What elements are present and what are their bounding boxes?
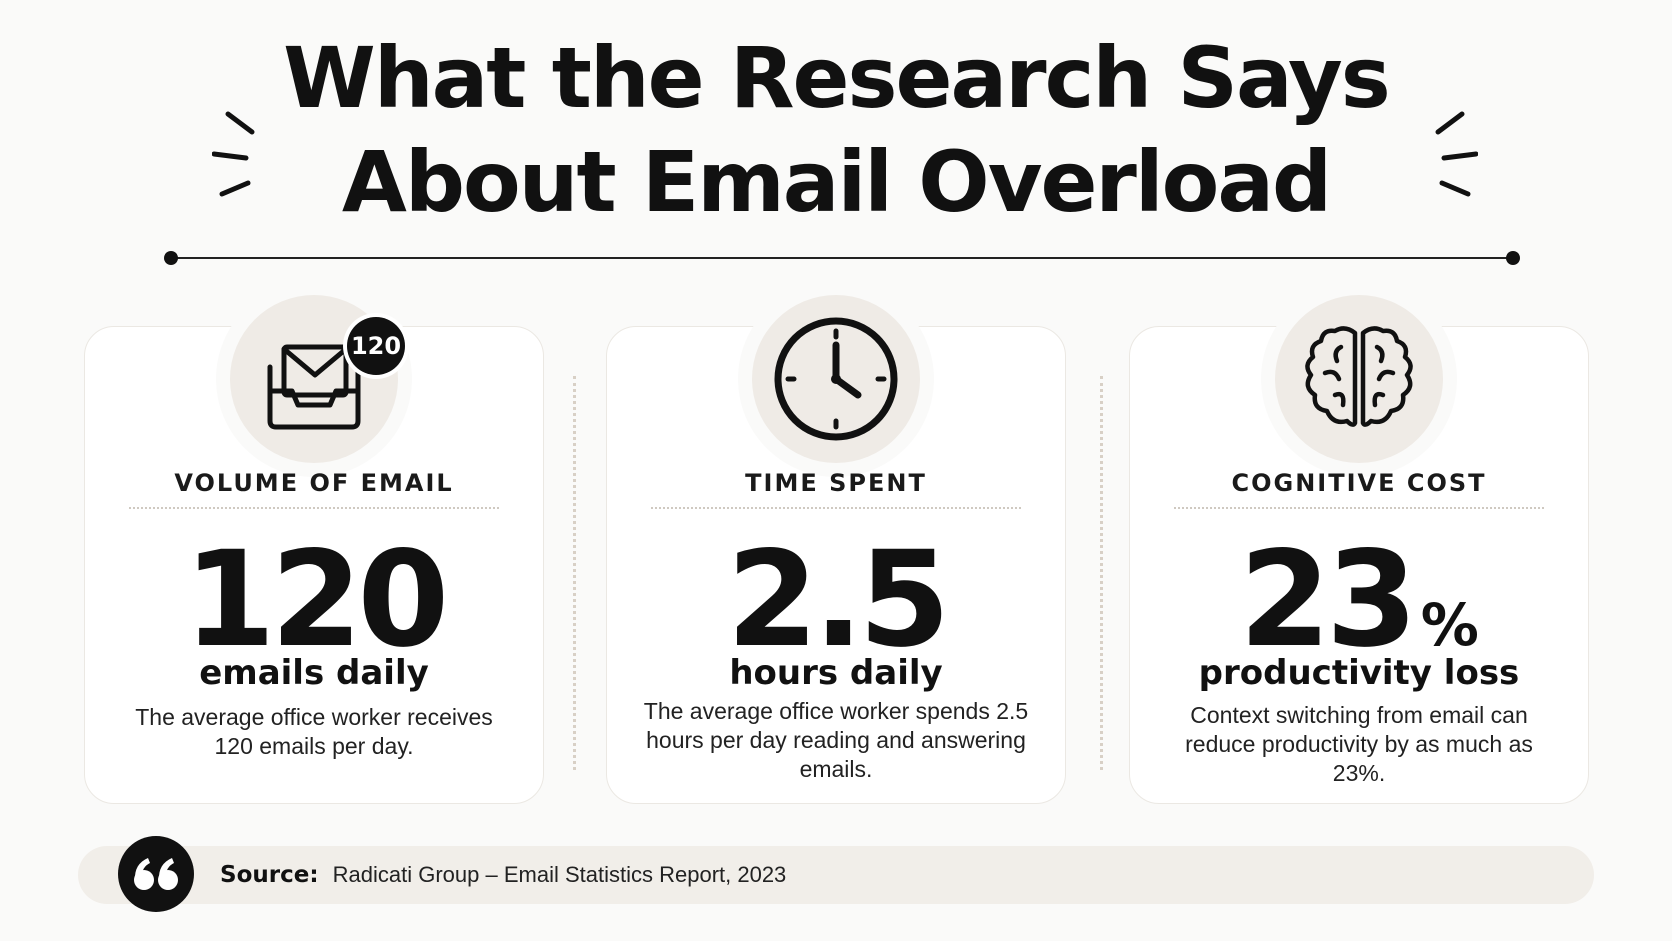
source-citation: Source: Radicati Group – Email Statistic… [220,862,786,888]
burst-lines-left-icon [212,111,255,197]
title-line-1: What the Research Says [283,29,1391,127]
stat-number: 2.5 [726,523,951,677]
stat-label: VOLUME OF EMAIL [174,469,454,497]
source-reference: Radicati Group – Email Statistics Report… [332,862,787,887]
stat-value: 2.5 [607,525,1065,675]
stat-unit: hours daily [729,653,943,693]
page-title: What the Research Says About Email Overl… [0,26,1672,234]
dotted-divider [129,507,499,509]
stat-value: 23% [1130,525,1588,700]
email-count-badge: 120 [347,317,405,375]
percent-sign: % [1420,591,1479,659]
clock-icon [774,317,898,441]
title-line-2: About Email Overload [341,133,1332,231]
icon-disc [1275,295,1443,463]
stat-value: 120 [85,525,543,675]
stat-unit: productivity loss [1198,653,1520,693]
icon-disc [230,295,398,463]
stat-number: 120 [183,523,450,677]
stat-card-cognitive: COGNITIVE COST 23% productivity loss Con… [1129,295,1589,804]
brain-icon [1305,326,1413,427]
stat-card-volume: 120 VOLUME OF EMAIL 120 emails daily The… [84,295,544,804]
inbox-envelope-icon [267,344,361,430]
stat-description: The average office worker spends 2.5 hou… [643,698,1029,782]
source-label: Source: [220,862,319,888]
stat-label: COGNITIVE COST [1231,469,1487,497]
burst-lines-right-icon [1435,111,1478,197]
stat-label: TIME SPENT [745,469,927,497]
stat-number: 23 [1239,523,1418,677]
source-bar [78,846,1594,904]
icon-disc [752,295,920,463]
title-divider [164,251,1520,265]
stat-unit: emails daily [199,653,429,693]
dotted-separator [573,376,576,770]
quote-icon [118,836,194,912]
stat-description: The average office worker receives 120 e… [135,704,493,759]
stat-description: Context switching from email can reduce … [1185,702,1533,786]
dotted-separator [1100,376,1103,770]
dotted-divider [651,507,1021,509]
stat-card-time: TIME SPENT 2.5 hours daily The average o… [606,295,1066,804]
dotted-divider [1174,507,1544,509]
